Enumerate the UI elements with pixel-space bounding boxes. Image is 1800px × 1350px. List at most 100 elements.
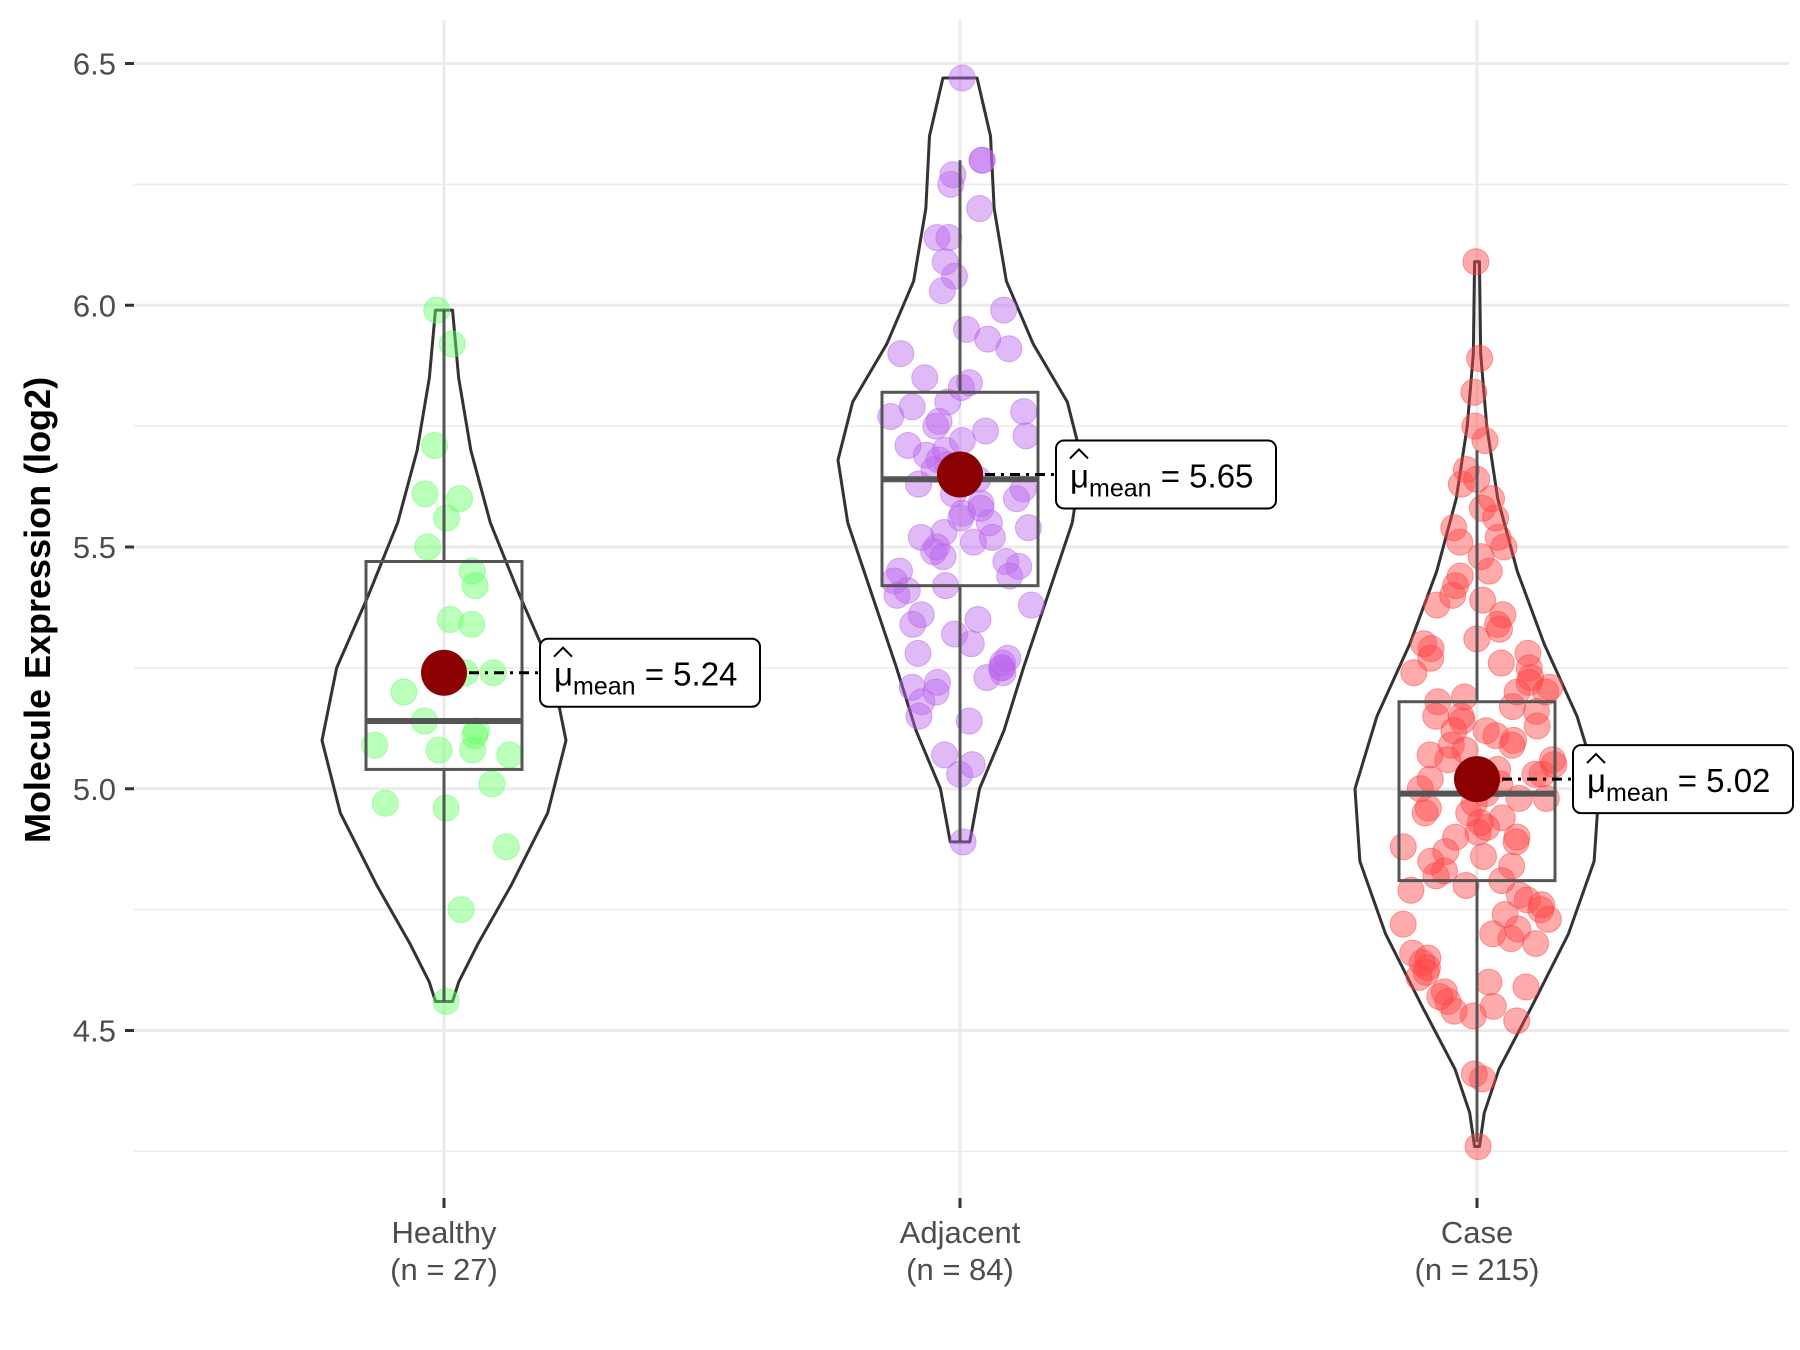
data-point [978, 523, 1006, 551]
data-point [421, 431, 449, 459]
y-tick-label: 5.0 [73, 772, 116, 807]
data-point [1014, 514, 1042, 542]
mean-point [421, 649, 467, 696]
data-point [1523, 712, 1551, 740]
data-point [922, 412, 950, 440]
data-point [1473, 813, 1501, 841]
data-point [1389, 910, 1417, 938]
data-point [496, 741, 524, 769]
data-point [904, 639, 932, 667]
data-point [973, 664, 1001, 692]
data-point [929, 543, 957, 571]
data-point [478, 770, 506, 798]
data-point [883, 581, 911, 609]
data-point [1503, 1007, 1531, 1035]
data-point [1452, 456, 1480, 484]
violin-outline [320, 308, 568, 1003]
violin-outline [1353, 260, 1601, 1149]
data-point [920, 538, 948, 566]
mean-subscript: mean [1089, 474, 1152, 502]
hat-icon [1586, 752, 1606, 764]
data-point [414, 533, 442, 561]
data-point [1423, 591, 1451, 619]
data-point [1469, 842, 1497, 870]
x-tick-label: Case [1441, 1215, 1513, 1250]
y-tick-label: 4.5 [73, 1014, 116, 1049]
data-point [1502, 828, 1530, 856]
data-point [1500, 726, 1528, 754]
data-point [899, 610, 927, 638]
data-point [1534, 905, 1562, 933]
data-point [433, 504, 461, 532]
data-point [1441, 572, 1469, 600]
data-point [1416, 741, 1444, 769]
data-point [1460, 378, 1488, 406]
box [364, 560, 524, 771]
data-point [948, 64, 976, 92]
data-point [931, 741, 959, 769]
data-point [1487, 649, 1515, 677]
data-point [1002, 485, 1030, 513]
data-point [1466, 344, 1494, 372]
x-tick-sample-size: (n = 84) [906, 1252, 1014, 1287]
data-point [1536, 673, 1564, 701]
group-healthy: μmean = 5.24 [320, 296, 761, 1015]
x-tick-label: Healthy [391, 1215, 497, 1250]
mean-value: = 5.02 [1669, 762, 1771, 799]
data-point [905, 702, 933, 730]
data-point [371, 789, 399, 817]
mean-label: μmean = 5.02 [1587, 762, 1770, 807]
data-point [966, 195, 994, 223]
data-point [1482, 722, 1510, 750]
mean-symbol: μ [1587, 762, 1606, 799]
data-point [390, 678, 418, 706]
mean-point [1454, 756, 1500, 803]
data-point [1467, 543, 1495, 571]
data-point [907, 523, 935, 551]
data-point [1515, 654, 1543, 682]
data-point [931, 248, 959, 276]
data-point [432, 794, 460, 822]
data-point [995, 335, 1023, 363]
data-point [1464, 818, 1492, 846]
data-point [423, 296, 451, 324]
group-adjacent: μmean = 5.65 [836, 64, 1277, 856]
data-point [479, 659, 507, 687]
data-point [923, 224, 951, 252]
data-point [990, 296, 1018, 324]
data-point [446, 485, 474, 513]
data-point [1432, 838, 1460, 866]
data-point [425, 736, 453, 764]
mean-symbol: μ [1070, 457, 1089, 494]
data-point [1475, 557, 1503, 585]
data-point [1460, 1060, 1488, 1088]
data-point [1397, 876, 1425, 904]
data-point [1417, 847, 1445, 875]
data-point [1479, 992, 1507, 1020]
data-point [911, 364, 939, 392]
y-tick-label: 6.0 [73, 288, 116, 323]
data-point [492, 833, 520, 861]
data-point [996, 562, 1024, 590]
data-point [1497, 925, 1525, 953]
data-point [1017, 591, 1045, 619]
data-point [1512, 973, 1540, 1001]
data-point [1452, 871, 1480, 899]
data-point [967, 494, 995, 522]
data-point [905, 470, 933, 498]
data-point [447, 896, 475, 924]
data-point [1479, 920, 1507, 948]
data-point [1513, 886, 1541, 914]
group-case: μmean = 5.02 [1353, 248, 1794, 1161]
x-tick-label: Adjacent [900, 1215, 1021, 1250]
data-point [432, 987, 460, 1015]
data-point [898, 673, 926, 701]
data-point [438, 330, 466, 358]
data-point [894, 431, 922, 459]
data-point [461, 572, 489, 600]
data-point [1405, 963, 1433, 991]
y-tick-label: 5.5 [73, 530, 116, 565]
data-point [1422, 702, 1450, 730]
